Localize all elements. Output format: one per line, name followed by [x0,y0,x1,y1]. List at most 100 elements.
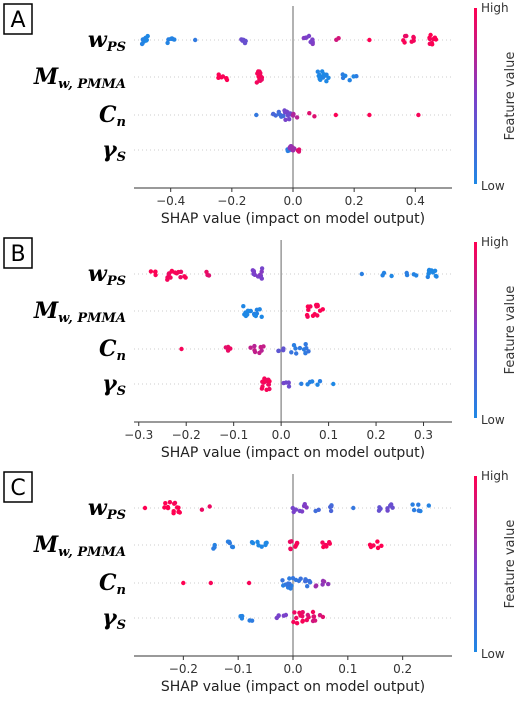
shap-point [172,500,178,506]
panel-label-box [3,471,33,503]
shap-point [291,619,296,625]
shap-point [300,614,305,619]
feature-label: wPS [88,261,126,289]
shap-point [280,578,285,583]
shap-point [320,307,325,312]
shap-point [411,34,416,40]
shap-point [257,350,262,356]
shap-point [416,112,421,118]
shap-point [293,577,299,583]
shap-point [311,614,316,619]
panel-label-box [3,237,33,269]
shap-point [291,343,297,348]
shap-point [375,539,380,544]
shap-point [410,502,415,507]
shap-point [259,544,264,549]
shap-point [163,501,168,506]
shap-point [257,69,262,74]
shap-point [252,348,257,353]
colorbar [474,476,477,652]
shap-point [329,504,334,509]
shap-point [305,314,310,319]
shap-point [308,39,313,45]
shap-point [300,619,305,624]
shap-point [171,509,176,514]
shap-point [246,580,252,586]
shap-point [292,610,297,615]
shap-point [331,381,336,387]
shap-point [167,500,173,505]
colorbar-title: Feature value [503,520,518,609]
shap-point [428,32,433,38]
shap-point [297,610,302,615]
shap-point [379,543,384,548]
colorbar [474,8,477,184]
shap-point [254,112,259,118]
shap-point [294,540,300,546]
shap-point [316,73,321,79]
shap-point [315,69,320,74]
shap-point [206,273,212,278]
shap-point [285,581,291,586]
x-tick-label: −0.1 [219,428,248,442]
colorbar-title: Feature value [503,52,518,141]
shap-point [283,612,289,618]
shap-point [296,147,302,152]
shap-point [247,618,252,623]
shap-point [176,269,181,275]
shap-point [300,610,305,615]
shap-point [390,505,395,510]
shap-point [165,505,171,511]
shap-point [389,502,394,507]
x-tick-label: 0.0 [272,428,291,442]
shap-point [145,33,150,39]
shap-point [199,507,205,512]
shap-point [283,117,288,123]
shap-point [307,111,312,116]
shap-point [381,270,387,276]
shap-point [250,540,256,546]
shap-point [333,112,338,118]
shap-point [165,277,170,282]
x-axis-title: SHAP value (impact on model output) [161,679,425,695]
shap-point [259,314,264,319]
shap-point [308,304,313,309]
shap-point [315,382,320,387]
shap-point [432,268,438,273]
shap-point [181,580,186,586]
colorbar-title: Feature value [503,286,518,375]
panel-label: C [10,476,25,501]
shap-point [263,540,268,546]
shap-point [303,342,308,347]
shap-point [286,112,291,118]
shap-point [267,386,272,392]
shap-point [297,508,302,514]
shap-point [409,39,414,44]
shap-point [144,37,149,43]
shap-point [327,540,332,545]
shap-point [385,508,390,513]
shap-point [359,271,364,277]
shap-point [208,580,213,586]
shap-point [289,539,294,544]
shap-point [312,618,318,623]
shap-point [294,621,300,626]
shap-point [367,37,372,43]
shap-point [427,267,432,273]
shap-point [259,269,264,274]
shap-point [248,345,253,350]
shap-point [140,37,145,42]
shap-point [367,112,372,118]
feature-label: Cn [99,336,126,364]
shap-point [281,380,286,386]
x-tick-label: 0.4 [406,194,425,208]
colorbar-low-label: Low [481,179,505,193]
shap-point [305,612,310,618]
shap-point [178,275,183,280]
shap-point [324,79,329,84]
shap-point [313,302,319,308]
shap-point [240,613,245,619]
